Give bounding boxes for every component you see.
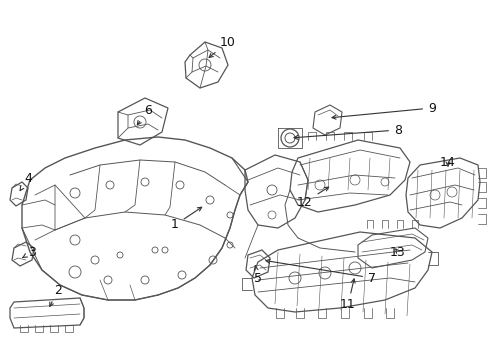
Text: 3: 3 <box>22 246 36 258</box>
Text: 1: 1 <box>171 207 201 231</box>
Text: 8: 8 <box>293 123 401 139</box>
Text: 11: 11 <box>340 279 355 311</box>
Text: 2: 2 <box>50 284 62 306</box>
Text: 6: 6 <box>137 104 152 125</box>
Text: 13: 13 <box>389 246 405 258</box>
Text: 5: 5 <box>253 266 262 284</box>
Text: 4: 4 <box>20 171 32 190</box>
Text: 14: 14 <box>439 156 455 168</box>
Text: 12: 12 <box>297 187 328 208</box>
Text: 9: 9 <box>331 102 435 119</box>
Text: 10: 10 <box>209 36 235 58</box>
Text: 7: 7 <box>265 259 375 284</box>
